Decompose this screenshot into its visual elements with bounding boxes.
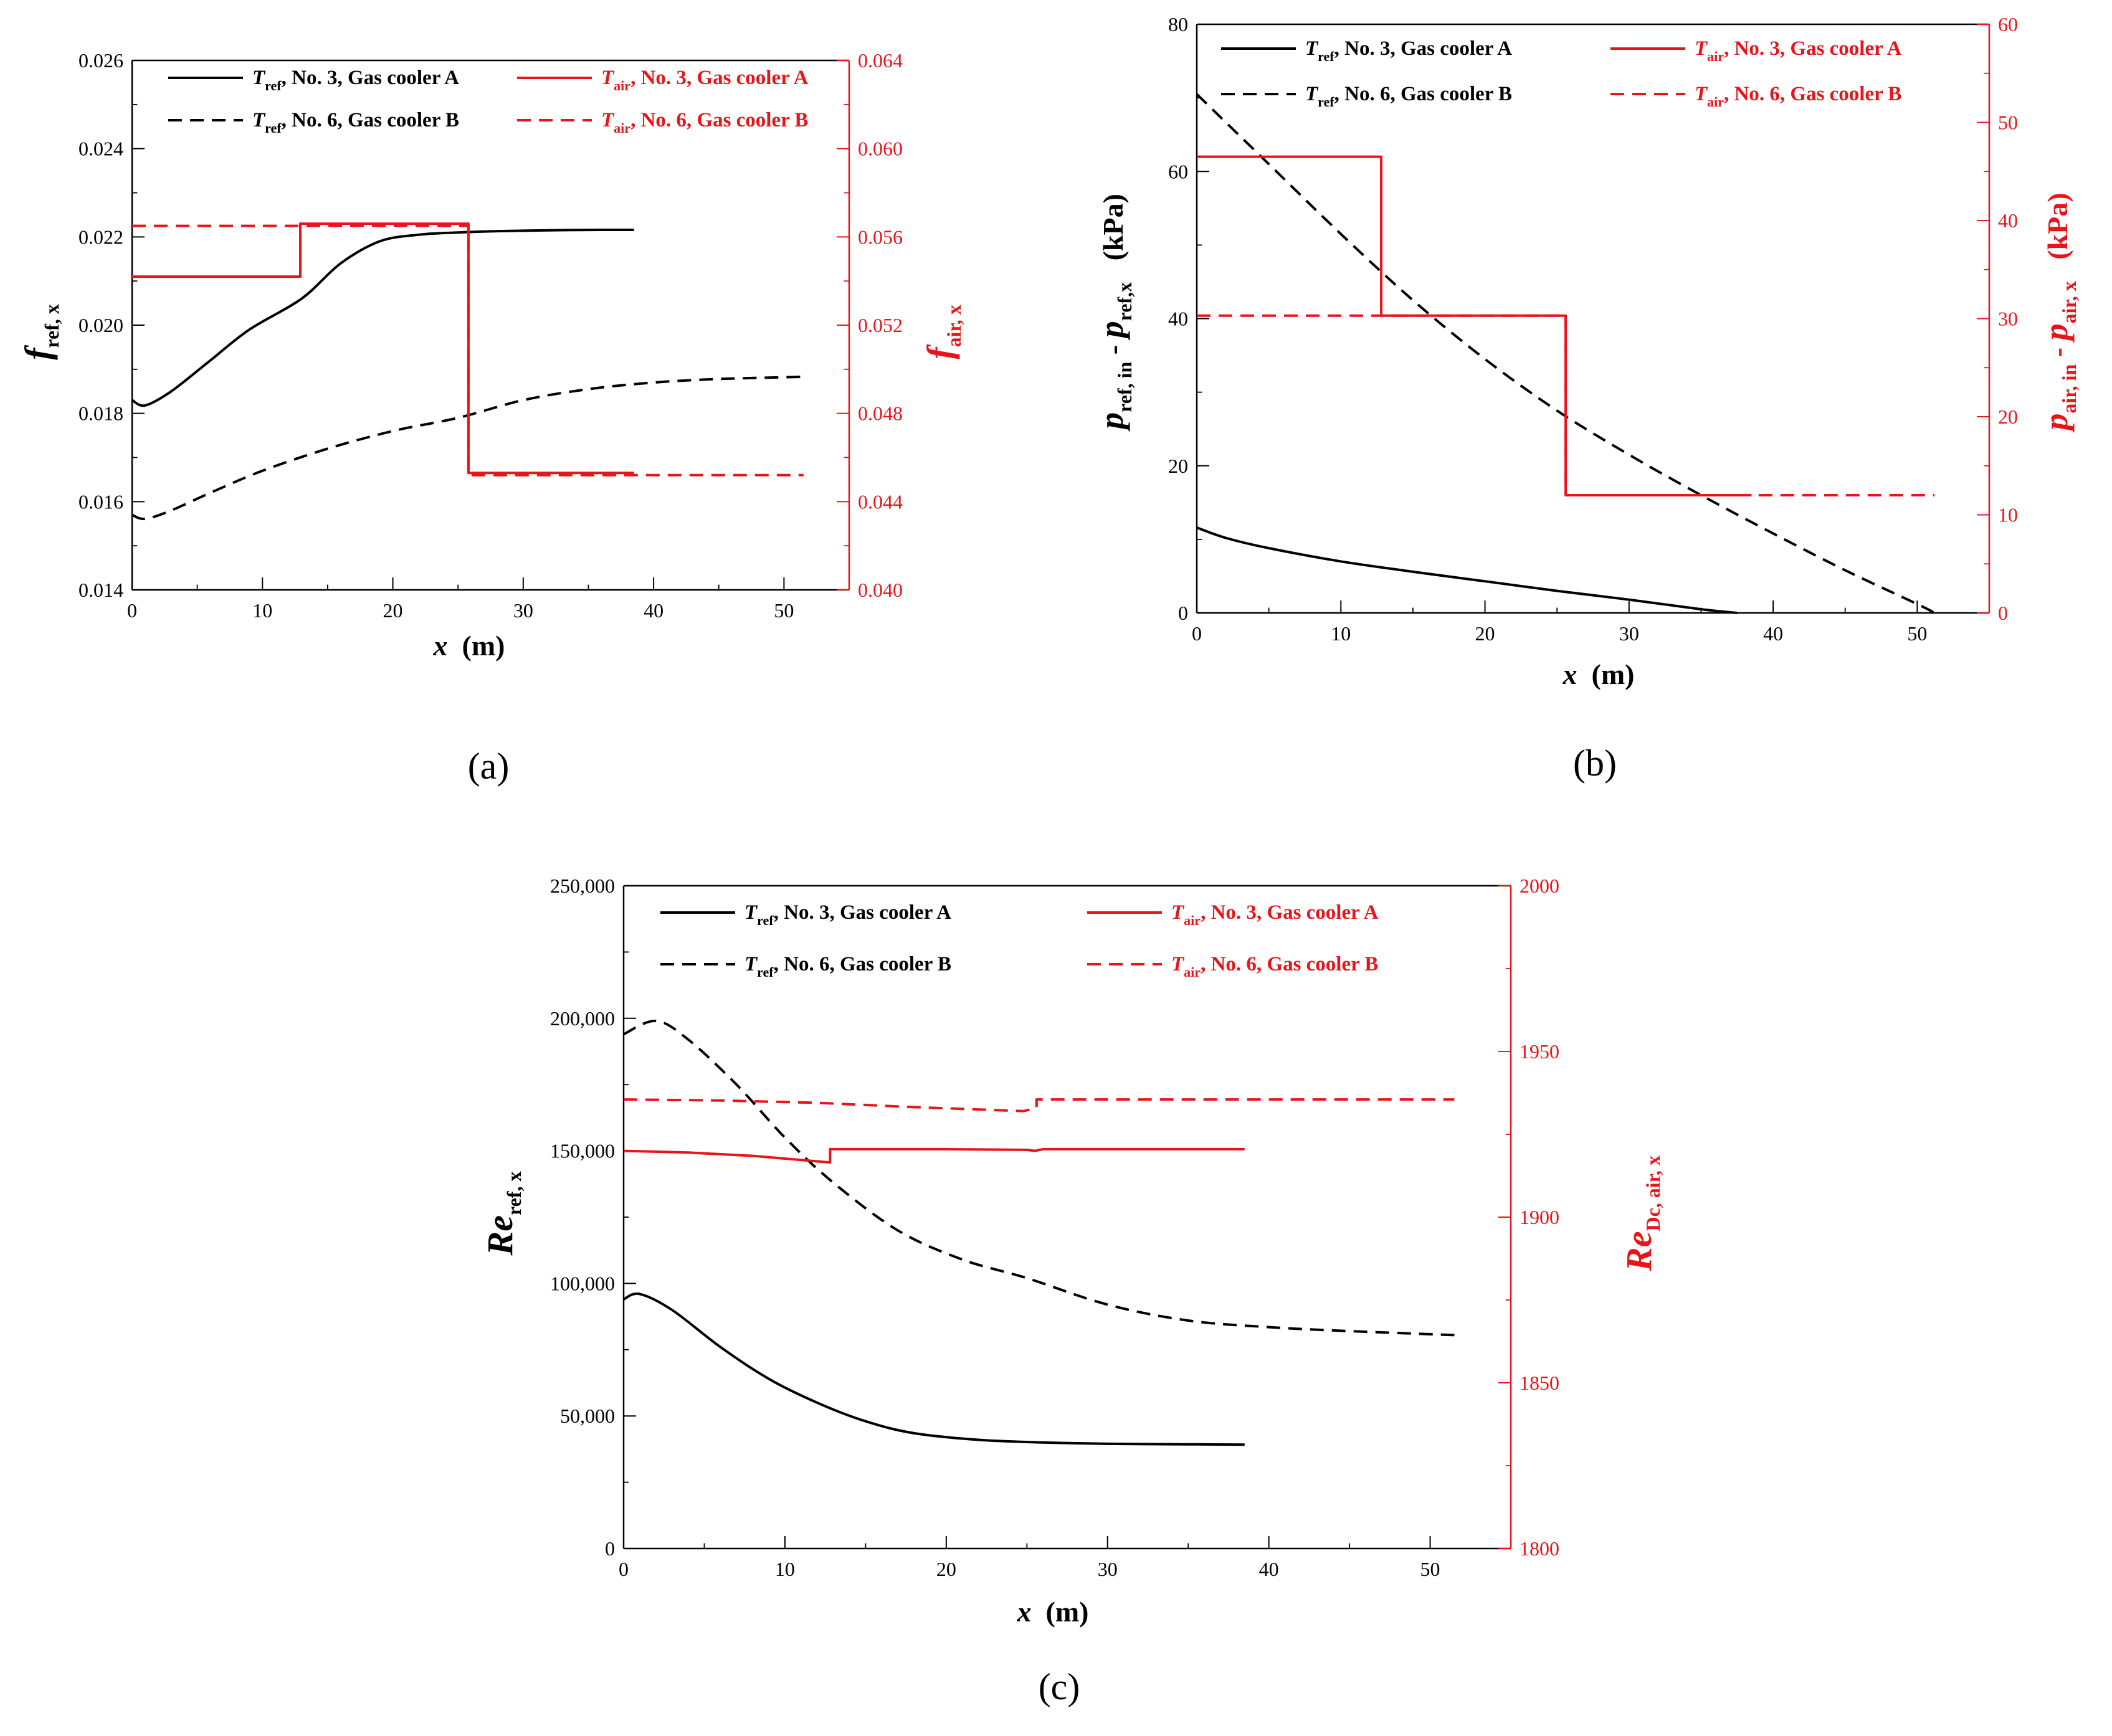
y-tick-label-left: 150,000 <box>550 1140 615 1162</box>
y-tick-label-left: 0.020 <box>78 314 123 336</box>
y-tick-label-left: 0 <box>1178 602 1188 624</box>
legend-entry: Tref, No. 3, Gas cooler A <box>744 901 951 928</box>
y-tick-label-right: 0.064 <box>858 49 903 72</box>
series-line-1 <box>1196 526 1738 614</box>
y-tick-label-right: 1950 <box>1520 1040 1559 1063</box>
y-tick-label-left: 200,000 <box>550 1007 615 1030</box>
x-axis-label: x (m) <box>1017 1596 1089 1628</box>
panel-label: (b) <box>1573 742 1617 784</box>
y-tick-label-right: 0.060 <box>858 138 903 160</box>
y-tick-label-left: 0 <box>605 1537 615 1560</box>
x-tick-label: 40 <box>1763 622 1783 645</box>
series-line-3 <box>623 1147 1245 1164</box>
y-tick-label-left: 0.018 <box>78 402 123 425</box>
y-tick-label-right: 30 <box>1998 308 2018 330</box>
y-tick-label-right: 0 <box>1998 602 2008 624</box>
x-tick-label: 50 <box>1907 622 1927 645</box>
y-tick-label-right: 1900 <box>1520 1206 1559 1228</box>
legend-entry: Tref, No. 6, Gas cooler B <box>744 953 951 980</box>
series-line-1 <box>623 1292 1245 1446</box>
x-tick-label: 20 <box>936 1558 956 1580</box>
y-tick-label-right: 40 <box>1998 209 2018 232</box>
series-line-1 <box>131 228 634 407</box>
legend-entry: Tref, No. 3, Gas cooler A <box>252 67 459 93</box>
y-tick-label-left: 60 <box>1168 160 1188 183</box>
x-tick-label: 10 <box>775 1558 795 1580</box>
y-tick-label-right: 10 <box>1998 504 2018 526</box>
x-tick-label: 0 <box>1192 622 1202 645</box>
legend-entry: Tair, No. 6, Gas cooler B <box>601 109 808 136</box>
legend-entry: Tref, No. 3, Gas cooler A <box>1305 37 1512 64</box>
x-tick-label: 10 <box>1331 622 1351 645</box>
y-tick-label-left: 80 <box>1168 13 1188 36</box>
series-line-4 <box>132 224 804 477</box>
panel-label: (c) <box>1039 1666 1080 1707</box>
y-tick-label-right: 50 <box>1998 111 2018 134</box>
y-tick-label-left: 100,000 <box>550 1272 615 1294</box>
x-axis-label: x (m) <box>1563 658 1635 690</box>
x-tick-label: 40 <box>644 599 664 622</box>
x-tick-label: 30 <box>513 599 533 622</box>
chart-panel-b: 0 10 20 30 40 50 0 20 40 60 80 0 10 20 30 40 50 60 Tref, N… <box>1093 13 2080 784</box>
x-tick-label: 50 <box>1420 1558 1440 1580</box>
chart-panel-a: 0 10 20 30 40 50 0.014 0.016 0.018 0.020 0.022 0.02… <box>17 49 965 787</box>
y-tick-label-right: 0.044 <box>858 490 903 513</box>
panel-label: (a) <box>468 746 510 787</box>
y-tick-label-right: 0.052 <box>858 314 903 336</box>
series-line-3 <box>1197 155 1752 496</box>
series-line-4 <box>623 1098 1455 1112</box>
y-axis-label-left: fref, x <box>17 304 63 360</box>
y-tick-label-right: 1850 <box>1520 1372 1559 1394</box>
y-tick-label-left: 250,000 <box>550 875 615 897</box>
legend-entry: Tref, No. 6, Gas cooler B <box>252 109 459 136</box>
x-tick-label: 30 <box>1619 622 1639 645</box>
y-tick-label-right: 0.040 <box>858 579 903 601</box>
y-tick-label-right: 2000 <box>1520 875 1559 897</box>
y-tick-label-right: 60 <box>1998 13 2018 36</box>
y-axis-label-right: ReDc, air, x <box>1619 1155 1664 1272</box>
chart-panel-c: 0 10 20 30 40 50 0 50,000 100,000 150,000 200,000 2… <box>480 875 1664 1707</box>
series-line-2 <box>131 375 804 521</box>
y-axis-label-right: fair, x <box>920 305 965 359</box>
y-axis-label-left: Reref, x <box>480 1172 525 1256</box>
x-tick-label: 0 <box>127 599 137 622</box>
legend-entry: Tref, No. 6, Gas cooler B <box>1305 83 1512 110</box>
legend-entry: Tair, No. 6, Gas cooler B <box>1695 83 1901 110</box>
y-tick-label-left: 0.022 <box>78 225 123 248</box>
y-tick-label-right: 20 <box>1998 406 2018 428</box>
y-tick-label-left: 20 <box>1168 455 1188 477</box>
legend-entry: Tair, No. 3, Gas cooler A <box>1695 37 1902 64</box>
y-tick-label-left: 50,000 <box>560 1405 615 1427</box>
y-tick-label-right: 0.048 <box>858 402 903 425</box>
y-tick-label-left: 0.014 <box>78 579 123 601</box>
x-tick-label: 40 <box>1259 1558 1279 1580</box>
series-line-3 <box>132 222 634 475</box>
x-tick-label: 20 <box>383 599 403 622</box>
series-line-2 <box>1196 93 1936 614</box>
x-tick-label: 0 <box>619 1558 629 1580</box>
y-axis-label-left: pref, in - pref,x (kPa) <box>1093 194 1136 432</box>
y-tick-label-left: 40 <box>1168 308 1188 330</box>
y-tick-label-right: 0.056 <box>858 225 903 248</box>
x-tick-label: 10 <box>252 599 272 622</box>
x-tick-label: 30 <box>1098 1558 1118 1580</box>
series-line-4 <box>1197 314 1935 496</box>
x-tick-label: 20 <box>1475 622 1495 645</box>
legend-entry: Tair, No. 3, Gas cooler A <box>601 67 809 93</box>
y-tick-label-left: 0.024 <box>78 138 123 160</box>
legend-entry: Tair, No. 3, Gas cooler A <box>1171 901 1379 928</box>
series-line-2 <box>623 1020 1455 1337</box>
x-axis-label: x (m) <box>433 630 505 662</box>
y-tick-label-left: 0.026 <box>78 49 123 72</box>
y-axis-label-right: pair, in - pair, x (kPa) <box>2037 192 2080 432</box>
y-tick-label-right: 1800 <box>1520 1537 1559 1560</box>
legend-entry: Tair, No. 6, Gas cooler B <box>1171 953 1378 980</box>
x-tick-label: 50 <box>774 599 794 622</box>
y-tick-label-left: 0.016 <box>78 490 123 513</box>
